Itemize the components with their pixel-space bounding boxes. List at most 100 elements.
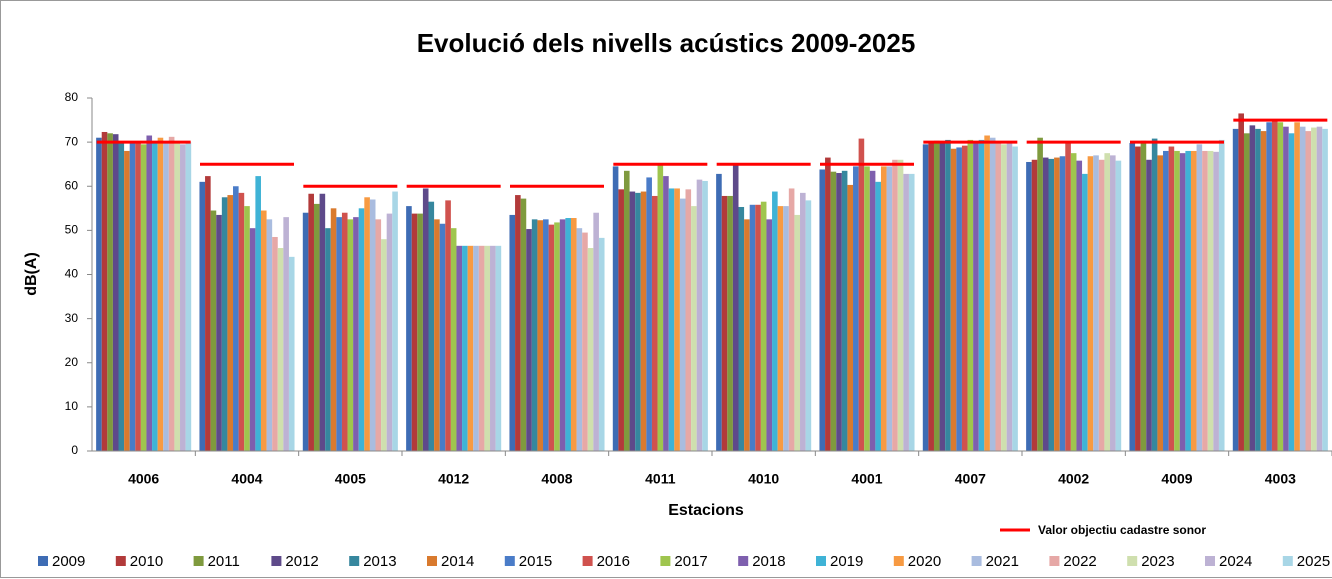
bar [1140, 140, 1147, 451]
bar [1037, 137, 1043, 451]
bar [238, 192, 245, 451]
bar [744, 219, 750, 451]
x-tick-label: 4004 [231, 471, 262, 487]
bar [1082, 173, 1088, 451]
bar [101, 131, 108, 451]
y-tick-label: 30 [65, 311, 79, 325]
bar [897, 159, 904, 451]
bar [685, 189, 692, 451]
y-tick-label: 40 [65, 267, 79, 281]
bar [255, 176, 261, 451]
bar [716, 173, 722, 451]
bar [875, 181, 881, 451]
bar [651, 195, 658, 451]
bar [249, 228, 256, 451]
bar [308, 193, 314, 451]
bar [1316, 126, 1323, 452]
legend-swatch [582, 556, 593, 566]
legend-label: 2024 [1219, 553, 1252, 570]
bar [984, 135, 990, 451]
bar [467, 245, 474, 451]
bar [174, 142, 181, 451]
bar [1012, 146, 1018, 451]
bar [163, 142, 169, 451]
bar [157, 137, 164, 451]
x-tick-label: 4005 [335, 471, 366, 487]
bar [1151, 138, 1158, 451]
bar [227, 195, 234, 451]
bar [1135, 146, 1141, 451]
bar [135, 142, 141, 451]
bar [805, 200, 812, 451]
bar [180, 144, 186, 452]
bar [738, 206, 745, 451]
bar [358, 208, 365, 451]
x-tick-label: 4001 [851, 471, 882, 487]
bar [691, 206, 697, 451]
bar [836, 173, 842, 451]
bar [593, 212, 599, 451]
bar [1031, 159, 1038, 451]
bar [543, 219, 549, 451]
bar [674, 188, 680, 452]
bar [1243, 133, 1250, 452]
legend-swatch [38, 556, 48, 566]
legend-swatch [1049, 556, 1060, 566]
bar [509, 214, 516, 451]
bar [950, 148, 957, 451]
bar [216, 214, 222, 451]
bar [1305, 131, 1312, 451]
bar [450, 228, 457, 451]
y-tick-label: 80 [65, 90, 79, 104]
legend-swatch [971, 556, 982, 566]
bar [548, 224, 555, 451]
bar [288, 256, 295, 451]
bar [490, 245, 496, 451]
legend-label: 2017 [674, 553, 707, 570]
bar [1218, 139, 1225, 451]
legend-label: 2021 [986, 553, 1019, 570]
bar [353, 217, 359, 451]
bar [1207, 150, 1214, 451]
bar [221, 197, 228, 451]
bar [1093, 155, 1099, 452]
bar [939, 143, 946, 451]
bar [336, 217, 342, 451]
bar [933, 140, 940, 451]
x-tick-label: 4003 [1265, 471, 1296, 487]
bar [612, 166, 619, 452]
bar [422, 188, 429, 452]
bar [1311, 127, 1317, 451]
legend-label: 2016 [597, 553, 630, 570]
bar [755, 204, 761, 451]
bar [618, 189, 624, 451]
bar [629, 191, 636, 452]
legend-label: 2012 [285, 553, 318, 570]
bar [1042, 157, 1049, 451]
legend-swatch [271, 556, 282, 566]
bar [520, 198, 527, 451]
bar [417, 213, 423, 451]
bar [908, 173, 915, 451]
bar [570, 218, 577, 451]
bar [526, 229, 532, 451]
bar [886, 166, 893, 452]
legend-swatch [893, 556, 904, 566]
bar [847, 184, 854, 451]
bar [623, 170, 630, 451]
bar [663, 176, 669, 451]
bar [369, 199, 376, 451]
bar [800, 192, 806, 451]
bar [646, 177, 652, 452]
bar [1104, 153, 1111, 451]
bar [864, 166, 870, 452]
x-tick-label: 4011 [645, 471, 676, 487]
bar [830, 171, 837, 451]
bar [1283, 126, 1289, 452]
bar [484, 245, 491, 451]
bar [1059, 156, 1066, 451]
bar [1202, 150, 1208, 451]
bar [244, 206, 250, 451]
bar [702, 180, 708, 451]
